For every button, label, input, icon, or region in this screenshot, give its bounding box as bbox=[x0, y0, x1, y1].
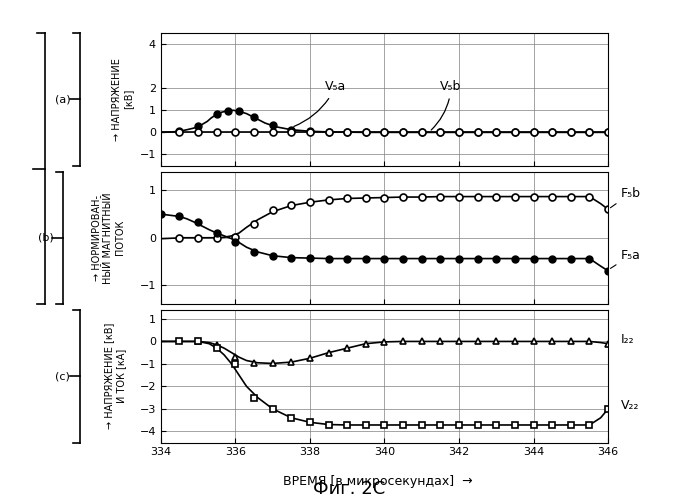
Text: V₅b: V₅b bbox=[431, 80, 462, 130]
Text: ВРЕМЯ [в микросекундах]  →: ВРЕМЯ [в микросекундах] → bbox=[282, 474, 473, 488]
Text: F₅b: F₅b bbox=[610, 186, 641, 208]
Text: F₅a: F₅a bbox=[610, 248, 641, 268]
Text: I₂₂: I₂₂ bbox=[611, 333, 635, 346]
Text: V₅a: V₅a bbox=[294, 80, 346, 126]
Text: → НАПРЯЖЕНИЕ
[кВ]: → НАПРЯЖЕНИЕ [кВ] bbox=[112, 58, 133, 140]
Text: (b): (b) bbox=[38, 233, 53, 243]
Text: Фиг. 2C: Фиг. 2C bbox=[313, 480, 386, 498]
Text: → НАПРЯЖЕНИЕ [кВ]
И ТОК [кА]: → НАПРЯЖЕНИЕ [кВ] И ТОК [кА] bbox=[105, 323, 126, 430]
Text: (c): (c) bbox=[55, 371, 71, 381]
Text: → НОРМИРОВАН-
НЫЙ МАГНИТНЫЙ
ПОТОК: → НОРМИРОВАН- НЫЙ МАГНИТНЫЙ ПОТОК bbox=[92, 192, 125, 284]
Text: (a): (a) bbox=[55, 94, 71, 104]
Text: V₂₂: V₂₂ bbox=[611, 399, 640, 412]
